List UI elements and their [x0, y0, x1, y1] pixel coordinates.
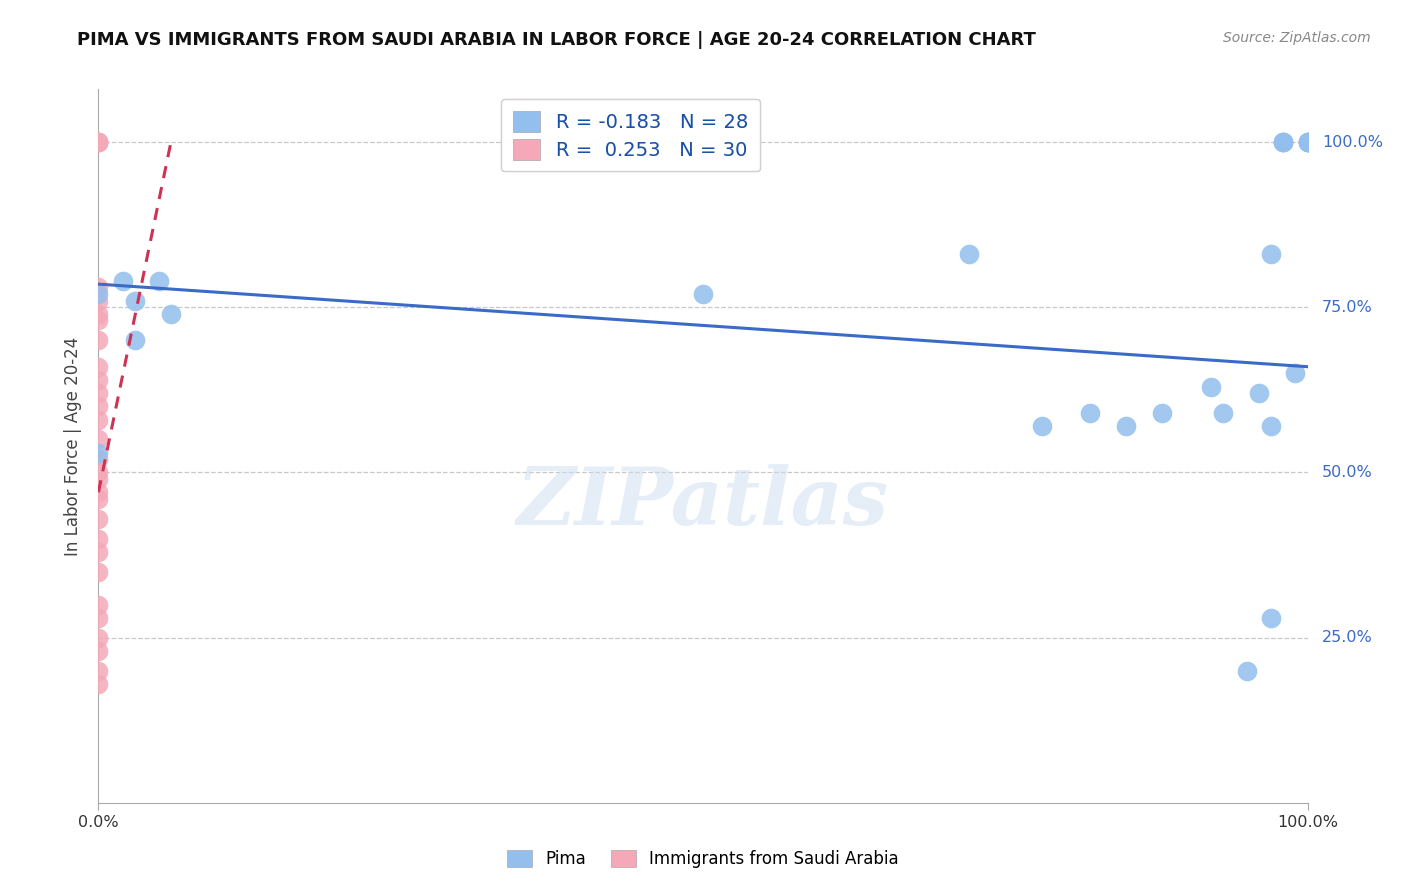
Point	[1272, 135, 1295, 149]
Point	[87, 445, 110, 459]
Point	[1212, 406, 1234, 420]
Point	[87, 532, 110, 546]
Point	[87, 135, 110, 149]
Point	[1284, 367, 1306, 381]
Point	[87, 452, 110, 467]
Point	[111, 274, 134, 288]
Point	[87, 598, 110, 612]
Point	[692, 287, 714, 301]
Point	[957, 247, 980, 261]
Point	[1272, 135, 1295, 149]
Point	[87, 135, 110, 149]
Point	[87, 664, 110, 678]
Point	[87, 433, 110, 447]
Legend: Pima, Immigrants from Saudi Arabia: Pima, Immigrants from Saudi Arabia	[501, 843, 905, 875]
Text: 100.0%: 100.0%	[1322, 135, 1384, 150]
Legend: R = -0.183   N = 28, R =  0.253   N = 30: R = -0.183 N = 28, R = 0.253 N = 30	[502, 99, 759, 171]
Text: Source: ZipAtlas.com: Source: ZipAtlas.com	[1223, 31, 1371, 45]
Point	[87, 313, 110, 327]
Point	[1296, 135, 1319, 149]
Y-axis label: In Labor Force | Age 20-24: In Labor Force | Age 20-24	[63, 336, 82, 556]
Point	[87, 491, 110, 506]
Point	[87, 135, 110, 149]
Point	[1199, 379, 1222, 393]
Point	[87, 677, 110, 691]
Point	[87, 466, 110, 480]
Point	[87, 333, 110, 347]
Point	[1236, 664, 1258, 678]
Point	[1115, 419, 1137, 434]
Point	[87, 359, 110, 374]
Text: PIMA VS IMMIGRANTS FROM SAUDI ARABIA IN LABOR FORCE | AGE 20-24 CORRELATION CHAR: PIMA VS IMMIGRANTS FROM SAUDI ARABIA IN …	[77, 31, 1036, 49]
Point	[87, 135, 110, 149]
Point	[1260, 419, 1282, 434]
Point	[1296, 135, 1319, 149]
Point	[87, 412, 110, 426]
Point	[87, 485, 110, 500]
Point	[1152, 406, 1174, 420]
Text: 75.0%: 75.0%	[1322, 300, 1372, 315]
Text: ZIPatlas: ZIPatlas	[517, 465, 889, 541]
Point	[124, 333, 146, 347]
Point	[87, 565, 110, 579]
Point	[87, 644, 110, 658]
Text: 50.0%: 50.0%	[1322, 465, 1372, 480]
Point	[160, 307, 183, 321]
Point	[87, 611, 110, 625]
Point	[87, 373, 110, 387]
Point	[1272, 135, 1295, 149]
Point	[87, 511, 110, 525]
Point	[87, 386, 110, 401]
Point	[1260, 611, 1282, 625]
Point	[1260, 247, 1282, 261]
Point	[148, 274, 170, 288]
Point	[87, 287, 110, 301]
Point	[87, 631, 110, 645]
Point	[1249, 386, 1271, 401]
Point	[87, 280, 110, 294]
Point	[87, 400, 110, 414]
Point	[87, 307, 110, 321]
Point	[87, 293, 110, 308]
Point	[87, 545, 110, 559]
Point	[87, 472, 110, 486]
Text: 25.0%: 25.0%	[1322, 630, 1372, 645]
Point	[1031, 419, 1053, 434]
Point	[1296, 135, 1319, 149]
Point	[124, 293, 146, 308]
Point	[1296, 135, 1319, 149]
Point	[1078, 406, 1101, 420]
